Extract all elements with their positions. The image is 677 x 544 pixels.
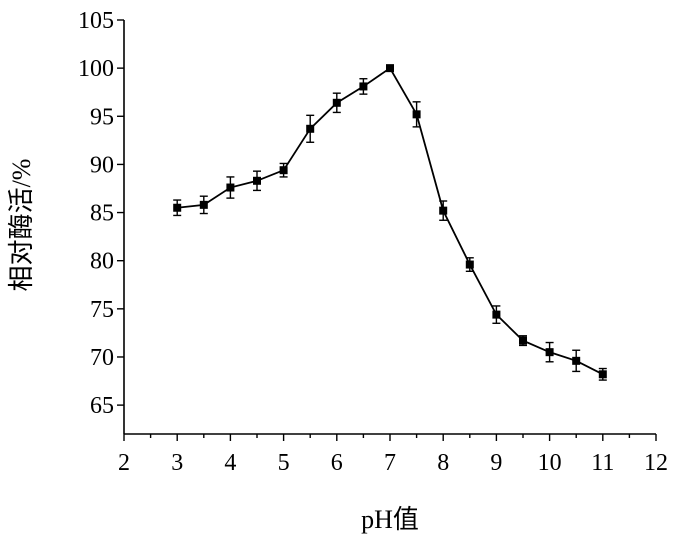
data-point bbox=[412, 110, 421, 119]
y-axis-title: 相对酶活/% bbox=[7, 159, 36, 292]
data-point bbox=[545, 348, 554, 357]
y-tick-label: 75 bbox=[90, 297, 114, 323]
y-tick-label: 85 bbox=[90, 201, 114, 227]
x-tick-label: 3 bbox=[171, 450, 183, 476]
y-tick-label: 90 bbox=[90, 152, 114, 178]
y-tick-label: 70 bbox=[90, 345, 114, 371]
data-point bbox=[226, 183, 235, 192]
data-point bbox=[465, 260, 474, 269]
x-tick-label: 8 bbox=[437, 450, 449, 476]
data-point bbox=[253, 176, 261, 185]
data-point bbox=[359, 82, 368, 91]
data-point bbox=[572, 356, 581, 365]
x-tick-label: 6 bbox=[331, 450, 343, 476]
x-tick-label: 7 bbox=[384, 450, 396, 476]
x-tick-label: 5 bbox=[278, 450, 290, 476]
y-tick-label: 65 bbox=[90, 393, 114, 419]
series-group bbox=[173, 64, 607, 381]
data-point bbox=[386, 64, 394, 73]
data-point bbox=[439, 206, 448, 215]
x-tick-label: 9 bbox=[490, 450, 502, 476]
y-tick-label: 95 bbox=[90, 104, 114, 130]
data-point bbox=[199, 200, 208, 209]
y-tick-label: 105 bbox=[78, 8, 114, 34]
x-axis-title: pH值 bbox=[361, 505, 419, 534]
data-point bbox=[492, 310, 501, 319]
data-point bbox=[598, 370, 607, 379]
series-line bbox=[177, 66, 604, 376]
y-tick-label: 80 bbox=[90, 249, 114, 275]
x-tick-label: 4 bbox=[224, 450, 236, 476]
axes: 2 3 4 5 6 7 8 9 10 11 12 65 70 75 80 85 90 95 100 105 bbox=[78, 8, 668, 476]
data-point bbox=[332, 98, 341, 107]
y-tick-label: 100 bbox=[78, 56, 114, 82]
x-tick-label: 12 bbox=[644, 450, 668, 476]
data-point bbox=[173, 203, 182, 212]
x-tick-label: 11 bbox=[591, 450, 614, 476]
data-point bbox=[279, 166, 288, 175]
data-point bbox=[306, 124, 315, 133]
x-tick-label: 10 bbox=[538, 450, 562, 476]
data-point bbox=[519, 336, 527, 345]
x-tick-label: 2 bbox=[118, 450, 130, 476]
